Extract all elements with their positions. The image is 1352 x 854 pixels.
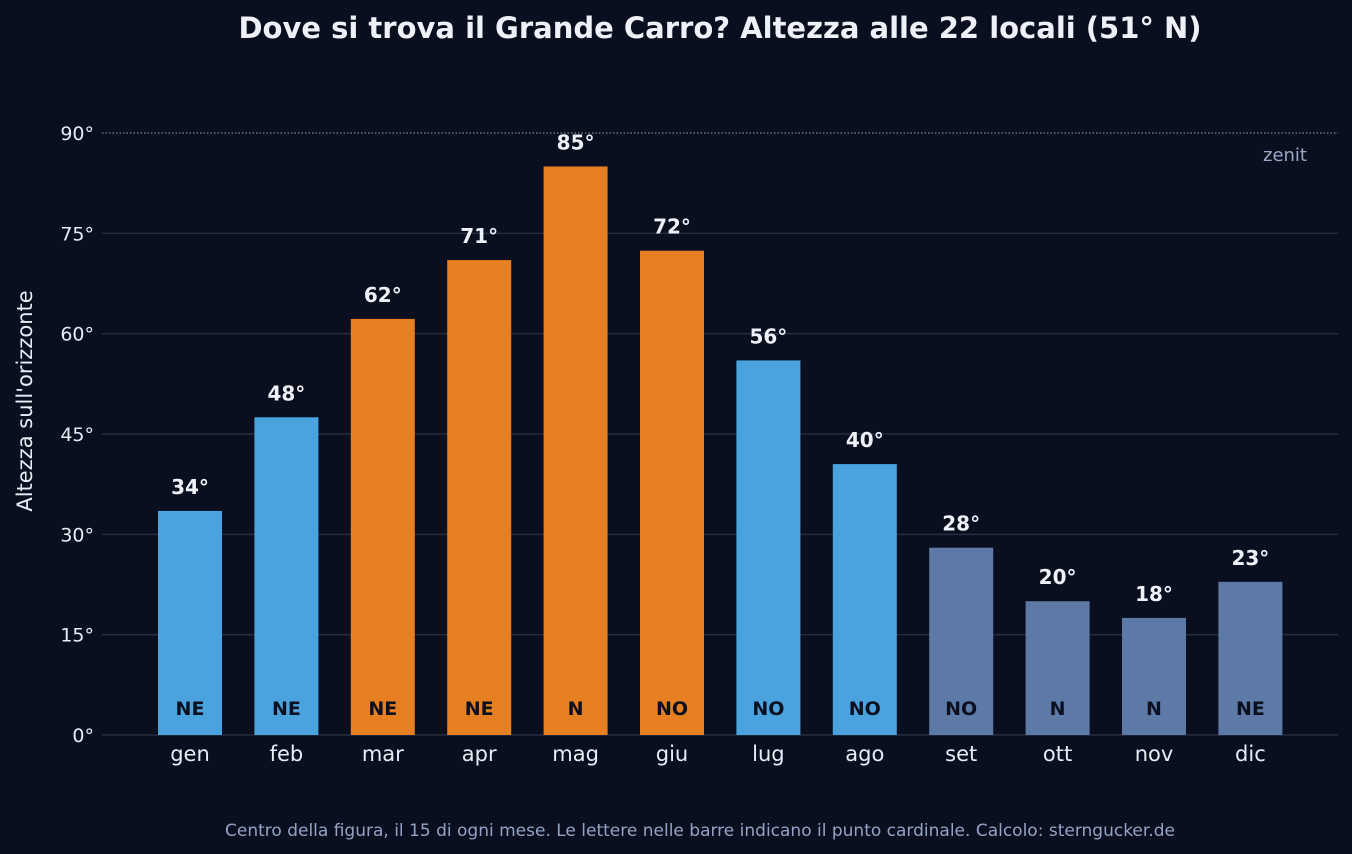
bar-lug [736,360,801,735]
y-tick-label: 75° [60,223,94,245]
value-label: 72° [653,215,691,239]
direction-label: NE [1236,698,1265,720]
direction-label: N [568,698,584,720]
x-tick-label: lug [752,742,784,766]
direction-label: NO [752,698,784,720]
y-tick-label: 15° [60,625,94,647]
direction-label: NE [368,698,397,720]
x-tick-label: ott [1043,742,1072,766]
direction-label: NO [849,698,881,720]
x-axis-ticks: gen feb mar apr mag giu lug ago set ott nov dic [170,742,1266,766]
direction-label: N [1146,698,1162,720]
value-label: 20° [1039,565,1077,589]
value-label: 56° [749,324,787,348]
value-label: 48° [267,381,305,405]
value-label: 62° [364,283,402,307]
y-tick-label: 30° [60,524,94,546]
value-label: 71° [460,224,498,248]
x-tick-label: apr [462,742,497,766]
bar-gen [158,510,222,735]
x-tick-label: ago [845,742,884,766]
direction-label: NE [465,698,494,720]
y-tick-label: 45° [60,424,94,446]
x-tick-label: feb [270,742,304,766]
direction-label: NE [176,698,205,720]
bar-feb [254,417,319,735]
bar-mag [543,166,608,735]
x-tick-label: nov [1135,742,1174,766]
bar-dic [1218,581,1283,735]
direction-label: NE [272,698,301,720]
y-axis-ticks: 0° 15° 30° 45° 60° 75° 90° [60,123,94,747]
bars: 34° NE 48° NE 62° NE 71° NE 85° N 72° NO 56° NO 40° NO 2… [158,130,1283,736]
bar-ago [832,464,897,735]
direction-label: NO [945,698,977,720]
value-label: 85° [557,130,595,154]
y-tick-label: 60° [60,324,94,346]
bar-mar [350,318,415,735]
value-label: 23° [1231,546,1269,570]
y-tick-label: 0° [72,725,94,747]
value-label: 40° [846,428,884,452]
bar-giu [640,250,704,736]
chart-footnote: Centro della figura, il 15 di ogni mese.… [225,821,1175,841]
chart-title: Dove si trova il Grande Carro? Altezza a… [238,11,1201,45]
value-label: 18° [1135,582,1173,606]
x-tick-label: gen [170,742,210,766]
x-tick-label: mar [362,742,404,766]
y-axis-label: Altezza sull'orizzonte [13,290,37,511]
value-label: 34° [171,475,209,499]
direction-label: N [1050,698,1066,720]
direction-label: NO [656,698,688,720]
zenith-label: zenit [1263,145,1307,166]
x-tick-label: giu [656,742,688,766]
bar-ott [1025,601,1090,735]
y-tick-label: 90° [60,123,94,145]
bar-nov [1122,617,1186,735]
value-label: 28° [942,512,980,536]
x-tick-label: mag [552,742,599,766]
bar-apr [447,260,512,735]
x-tick-label: set [945,742,977,766]
bar-set [929,547,994,735]
x-tick-label: dic [1235,742,1266,766]
